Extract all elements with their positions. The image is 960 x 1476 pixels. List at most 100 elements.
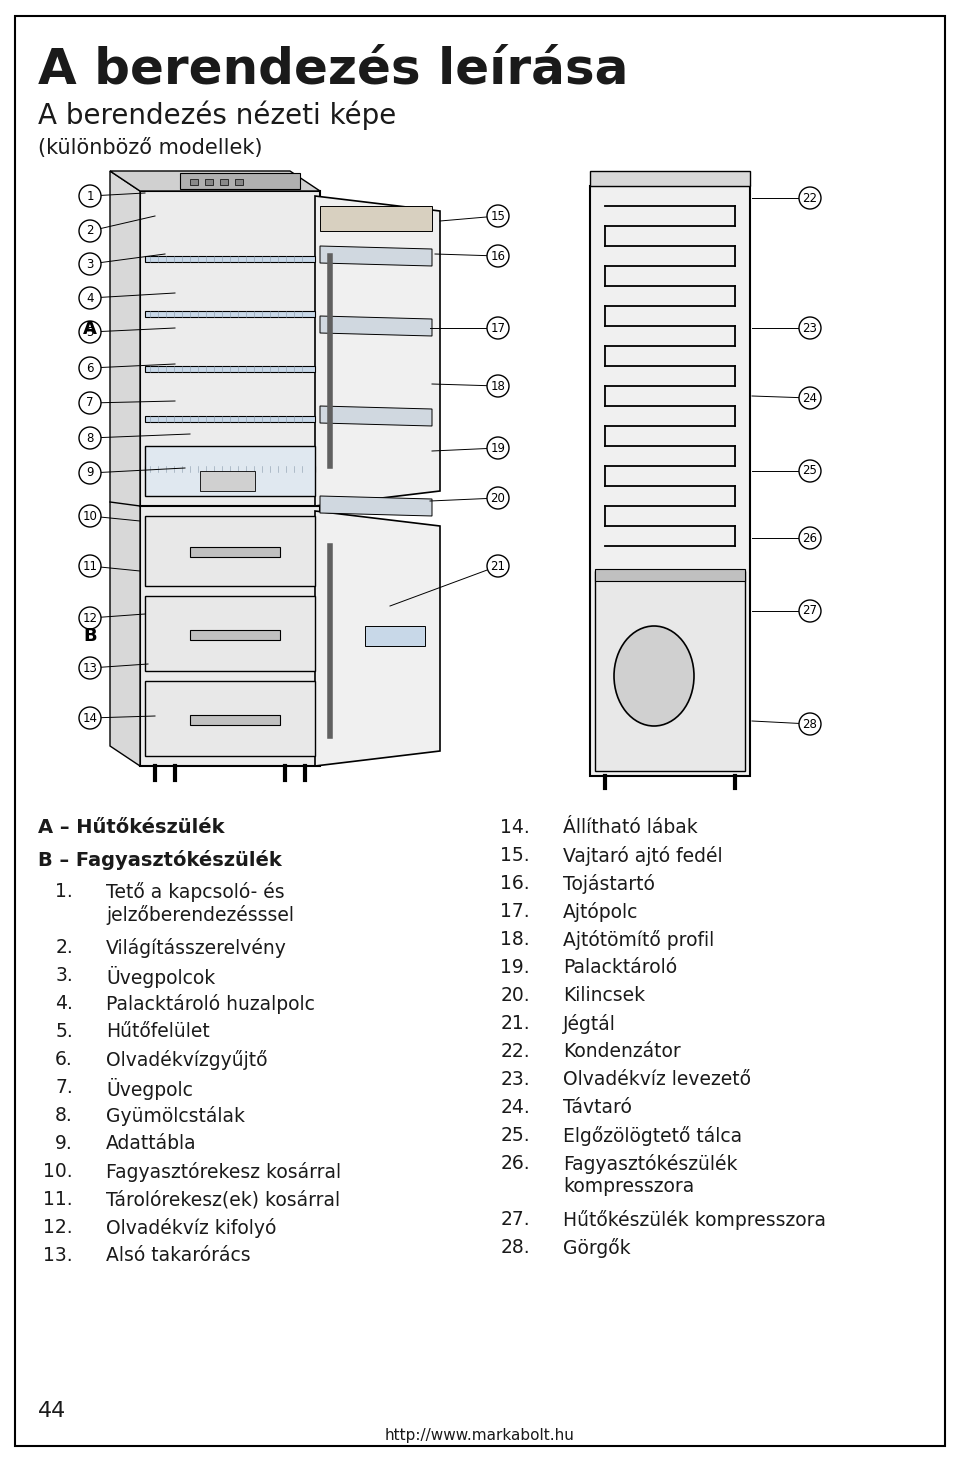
Circle shape xyxy=(799,601,821,621)
Text: A berendezés nézeti képe: A berendezés nézeti képe xyxy=(38,100,396,130)
Text: 21: 21 xyxy=(491,559,506,573)
Text: 6.: 6. xyxy=(56,1049,73,1069)
Text: 19.: 19. xyxy=(500,958,530,977)
Text: Tető a kapcsoló- és: Tető a kapcsoló- és xyxy=(106,883,284,902)
Bar xyxy=(595,571,745,770)
Text: 1.: 1. xyxy=(56,883,73,900)
Text: 22: 22 xyxy=(803,192,818,205)
Text: 27: 27 xyxy=(803,605,818,617)
Text: B – Fagyasztókészülék: B – Fagyasztókészülék xyxy=(38,850,281,869)
Circle shape xyxy=(799,713,821,735)
Text: 12.: 12. xyxy=(43,1218,73,1237)
Text: Világításszerelvény: Világításszerelvény xyxy=(106,939,287,958)
Polygon shape xyxy=(590,171,750,186)
Circle shape xyxy=(79,320,101,342)
Text: 22.: 22. xyxy=(500,1042,530,1061)
Text: 5: 5 xyxy=(86,326,94,338)
Text: 9: 9 xyxy=(86,466,94,480)
Text: 19: 19 xyxy=(491,441,506,455)
Text: 18.: 18. xyxy=(500,930,530,949)
Polygon shape xyxy=(320,406,432,427)
Text: 3.: 3. xyxy=(56,965,73,984)
Bar xyxy=(190,714,280,725)
Text: Olvadékvíz kifolyó: Olvadékvíz kifolyó xyxy=(106,1218,276,1238)
Text: 28.: 28. xyxy=(500,1238,530,1258)
Text: 27.: 27. xyxy=(500,1210,530,1230)
Text: 16: 16 xyxy=(491,249,506,263)
Text: 13: 13 xyxy=(83,661,97,675)
Text: 24: 24 xyxy=(803,391,818,404)
Text: Üvegpolcok: Üvegpolcok xyxy=(106,965,215,987)
Bar xyxy=(145,680,315,756)
Bar xyxy=(190,548,280,556)
Text: Tárolórekesz(ek) kosárral: Tárolórekesz(ek) kosárral xyxy=(106,1190,340,1209)
Bar xyxy=(200,471,255,492)
Text: 23: 23 xyxy=(803,322,817,335)
Bar xyxy=(145,446,315,496)
Text: Gyümölcstálak: Gyümölcstálak xyxy=(106,1106,245,1126)
Polygon shape xyxy=(110,171,140,766)
Bar xyxy=(365,626,425,646)
Circle shape xyxy=(79,286,101,308)
Text: Hűtőfelület: Hűtőfelület xyxy=(106,1021,209,1041)
Text: 11.: 11. xyxy=(43,1190,73,1209)
Polygon shape xyxy=(140,190,320,766)
Text: 28: 28 xyxy=(803,717,817,731)
Circle shape xyxy=(487,205,509,227)
Circle shape xyxy=(487,437,509,459)
Circle shape xyxy=(79,252,101,275)
Bar xyxy=(205,179,213,184)
Text: 2: 2 xyxy=(86,224,94,238)
Text: Állítható lábak: Állítható lábak xyxy=(563,818,698,837)
Text: 25.: 25. xyxy=(500,1126,530,1145)
Text: 3: 3 xyxy=(86,257,94,270)
Circle shape xyxy=(79,707,101,729)
Text: Olvadékvízgyűjtő: Olvadékvízgyűjtő xyxy=(106,1049,268,1070)
Text: 25: 25 xyxy=(803,465,817,478)
Polygon shape xyxy=(590,186,750,776)
Polygon shape xyxy=(110,171,320,190)
Text: 7: 7 xyxy=(86,397,94,409)
Polygon shape xyxy=(145,466,315,472)
Circle shape xyxy=(79,184,101,207)
Text: 24.: 24. xyxy=(500,1098,530,1117)
Text: 18: 18 xyxy=(491,379,505,393)
Text: 15: 15 xyxy=(491,210,505,223)
Ellipse shape xyxy=(614,626,694,726)
Text: B: B xyxy=(84,627,97,645)
Text: 20: 20 xyxy=(491,492,505,505)
Text: A berendezés leírása: A berendezés leírása xyxy=(38,46,629,94)
Text: jelzőberendezésssel: jelzőberendezésssel xyxy=(106,905,294,925)
Text: 5.: 5. xyxy=(56,1021,73,1041)
Circle shape xyxy=(487,245,509,267)
Text: 20.: 20. xyxy=(500,986,530,1005)
Text: Adattábla: Adattábla xyxy=(106,1134,197,1153)
Bar xyxy=(190,629,280,639)
Bar xyxy=(235,179,243,184)
Text: Palacktároló huzalpolc: Palacktároló huzalpolc xyxy=(106,993,315,1014)
Polygon shape xyxy=(315,511,440,766)
Text: 2.: 2. xyxy=(56,939,73,956)
Bar xyxy=(145,596,315,672)
Polygon shape xyxy=(320,496,432,517)
Polygon shape xyxy=(320,316,432,337)
Text: (különböző modellek): (különböző modellek) xyxy=(38,137,262,158)
Bar xyxy=(180,173,300,189)
Text: 16.: 16. xyxy=(500,874,530,893)
Polygon shape xyxy=(145,311,315,317)
Polygon shape xyxy=(315,196,440,506)
Text: 15.: 15. xyxy=(500,846,530,865)
Text: Jégtál: Jégtál xyxy=(563,1014,616,1035)
Text: 8: 8 xyxy=(86,431,94,444)
Text: 11: 11 xyxy=(83,559,98,573)
Text: A: A xyxy=(84,320,97,338)
Text: Üvegpolc: Üvegpolc xyxy=(106,1077,193,1100)
Bar xyxy=(595,570,745,582)
Text: 1: 1 xyxy=(86,189,94,202)
Text: 26.: 26. xyxy=(500,1154,530,1173)
Circle shape xyxy=(79,462,101,484)
Text: 17.: 17. xyxy=(500,902,530,921)
Text: Görgők: Görgők xyxy=(563,1238,631,1258)
Text: 13.: 13. xyxy=(43,1246,73,1265)
Text: 10.: 10. xyxy=(43,1162,73,1181)
